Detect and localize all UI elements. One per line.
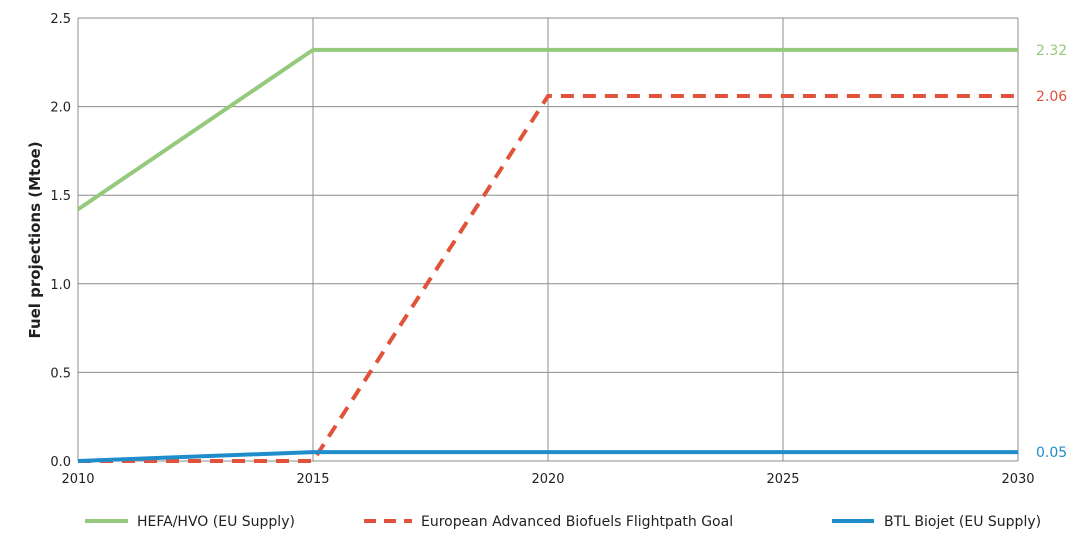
legend-label: HEFA/HVO (EU Supply) [137, 514, 295, 530]
x-tick-label: 2025 [766, 472, 799, 487]
series-layer [76, 47, 1018, 463]
y-tick-label: 2.5 [50, 12, 71, 27]
y-tick-label: 1.0 [50, 278, 71, 293]
y-axis-label: Fuel projections (Mtoe) [26, 141, 44, 338]
x-tick-label: 2020 [531, 472, 564, 487]
end-value-label: 2.06 [1036, 89, 1067, 105]
y-tick-label: 1.5 [50, 189, 71, 204]
x-tick-label: 2015 [296, 472, 329, 487]
grid [77, 17, 1019, 462]
series-line-2 [78, 94, 1018, 463]
axis-ticks: 0.0 0.5 1.0 1.5 2.0 2.5 2010 2015 2020 2025 2030 [50, 12, 1034, 487]
y-tick-label: 2.0 [50, 101, 71, 116]
legend-label: European Advanced Biofuels Flightpath Go… [421, 514, 733, 530]
x-tick-label: 2030 [1001, 472, 1034, 487]
legend: HEFA/HVO (EU Supply) European Advanced Bi… [85, 514, 1041, 530]
y-tick-label: 0.0 [50, 455, 71, 470]
y-tick-label: 0.5 [50, 366, 71, 381]
series-line-3 [77, 450, 1018, 463]
end-value-label: 0.05 [1036, 445, 1067, 461]
end-value-label: 2.32 [1036, 43, 1067, 59]
legend-label: BTL Biojet (EU Supply) [884, 514, 1041, 530]
end-labels: 2.32 2.06 0.05 [1036, 43, 1067, 461]
x-tick-label: 2010 [61, 472, 94, 487]
series-line-1 [76, 47, 1018, 212]
